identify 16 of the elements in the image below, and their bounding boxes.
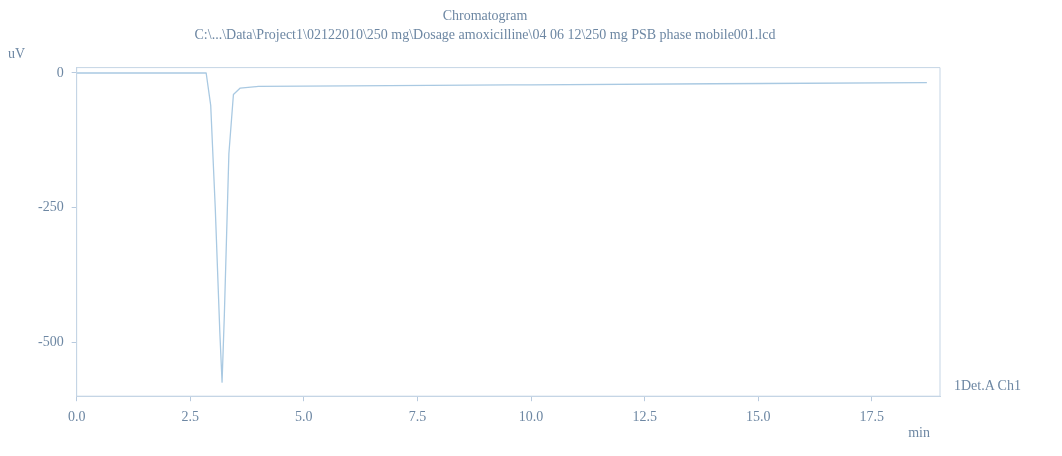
x-tick-label: 10.0 [518,409,544,425]
x-tick-label: 5.0 [295,409,313,425]
y-axis-title: uV [8,46,26,62]
text: 1Det.A Ch1 [954,377,1021,393]
x-tick-label: 17.5 [859,409,885,425]
chart-subtitle: C:\...\Data\Project1\02122010\250 mg\Dosage amoxicilline\04 06 12\250 mg PSB phase mobile001.lcd [194,26,776,42]
chart-title: Chromatogram [442,8,528,24]
x-tick-label: 7.5 [408,409,427,425]
y-tick-label: -250 [37,199,64,215]
x-axis-title: min [908,424,930,440]
x-tick-label: 2.5 [181,409,200,425]
y-tick-label: -500 [37,334,64,349]
y-tick-label: 0 [56,64,64,80]
x-tick-label: 15.0 [745,409,771,425]
x-tick-label: 0.0 [67,409,86,425]
x-tick-label: 12.5 [632,409,657,425]
